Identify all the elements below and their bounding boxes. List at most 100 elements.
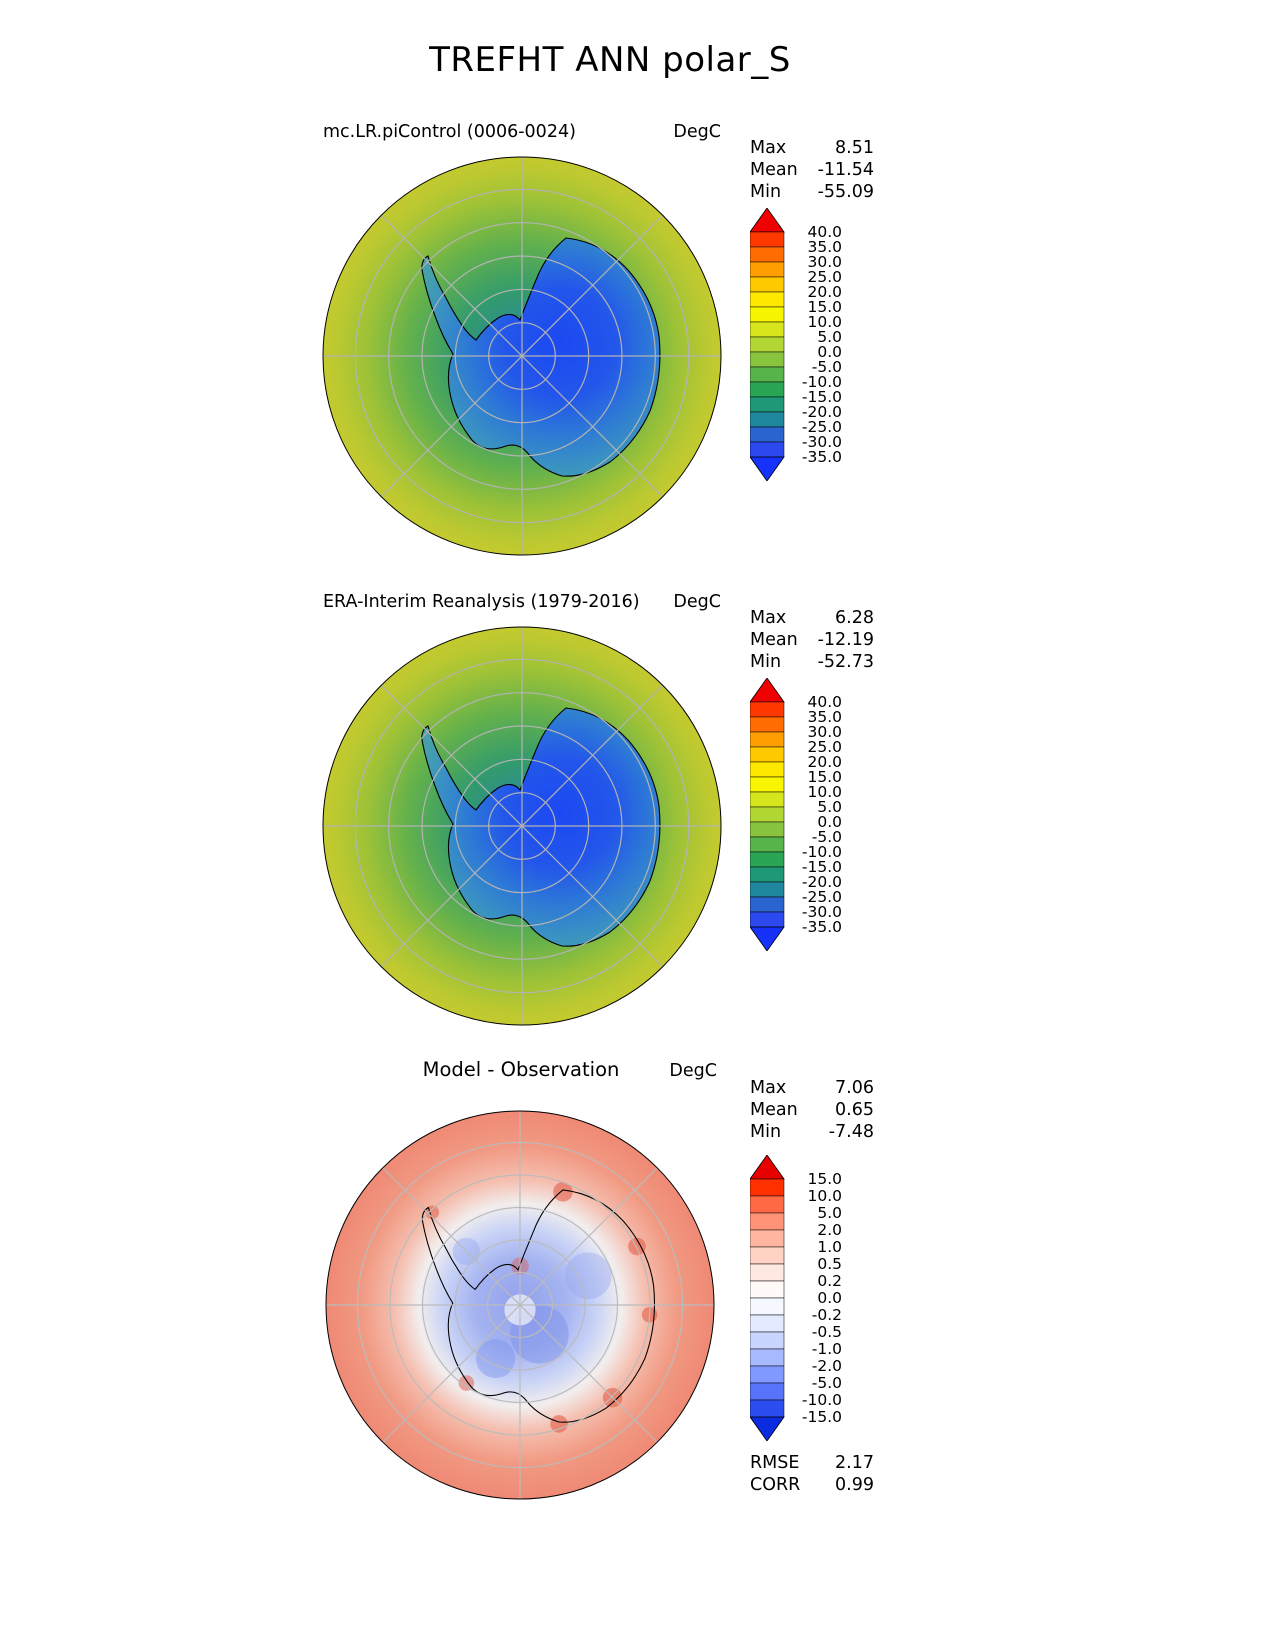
colorbar-tick-label: -15.0 bbox=[802, 858, 842, 876]
stat-value: -52.73 bbox=[817, 652, 874, 672]
colorbar-tick-label: 30.0 bbox=[807, 253, 842, 271]
colorbar-band bbox=[749, 851, 785, 868]
colorbar-band bbox=[749, 731, 785, 748]
stat-row: Max 6.28 bbox=[750, 607, 874, 629]
map-reanalysis-svg bbox=[322, 626, 722, 1026]
colorbar-band bbox=[749, 881, 785, 898]
panel-diff-header: Model - Observation DegC bbox=[325, 1058, 717, 1084]
colorbar-tick-label: -10.0 bbox=[802, 843, 842, 861]
stat-row: Max 8.51 bbox=[750, 137, 874, 159]
colorbar-band bbox=[749, 1229, 785, 1248]
colorbar-tick-label: 0.0 bbox=[817, 343, 842, 361]
colorbar-difference: 15.0 10.0 5.0 2.0 1.0 0.5 0.2 0.0 -0.2 -0.5 -1.0 -2… bbox=[749, 1154, 850, 1445]
colorbar-band bbox=[749, 426, 785, 443]
colorbar-tick-label: 0.2 bbox=[817, 1272, 842, 1290]
colorbar-tick-label: 20.0 bbox=[807, 283, 842, 301]
colorbar-tick-label: 35.0 bbox=[807, 238, 842, 256]
panel-model-header: mc.LR.piControl (0006-0024) DegC bbox=[323, 122, 721, 142]
colorbar-reanalysis: 40.0 35.0 30.0 25.0 20.0 15.0 10.0 5.0 0.0 -5.0 -1… bbox=[749, 677, 850, 955]
colorbar-band bbox=[749, 336, 785, 353]
colorbar-tick-label: 10.0 bbox=[807, 1187, 842, 1205]
colorbar-tick-label: 0.5 bbox=[817, 1255, 842, 1273]
colorbar-svg: 15.010.05.02.01.00.50.20.0-0.2-0.5-1.0-2… bbox=[749, 1154, 842, 1442]
colorbar-tick-label: -0.2 bbox=[812, 1306, 842, 1324]
stat-value: -11.54 bbox=[817, 160, 874, 180]
colorbar-tick-label: 35.0 bbox=[807, 708, 842, 726]
colorbar-band bbox=[749, 761, 785, 778]
colorbar-tick-label: -35.0 bbox=[802, 918, 842, 936]
colorbar-band bbox=[749, 1365, 785, 1384]
colorbar-tick-label: -25.0 bbox=[802, 888, 842, 906]
colorbar-tick-label: -2.0 bbox=[812, 1357, 842, 1375]
stat-row: Min -52.73 bbox=[750, 651, 874, 673]
colorbar-svg: 40.035.030.025.020.015.010.05.00.0-5.0-1… bbox=[749, 207, 842, 482]
colorbar-band bbox=[749, 1399, 785, 1418]
stat-label: RMSE bbox=[750, 1453, 800, 1473]
stat-label: Min bbox=[750, 182, 782, 202]
colorbar-tick-label: -20.0 bbox=[802, 873, 842, 891]
colorbar-band bbox=[749, 836, 785, 853]
map-border bbox=[322, 156, 722, 556]
colorbar-band bbox=[749, 351, 785, 368]
map-border bbox=[325, 1110, 715, 1500]
colorbar-band bbox=[749, 381, 785, 398]
colorbar-tick-label: 2.0 bbox=[817, 1221, 842, 1239]
colorbar-tick-label: -5.0 bbox=[812, 828, 842, 846]
map-model-svg bbox=[322, 156, 722, 556]
colorbar-band bbox=[749, 1382, 785, 1401]
map-difference bbox=[325, 1110, 715, 1504]
colorbar-band bbox=[749, 366, 785, 383]
stat-row: RMSE 2.17 bbox=[750, 1452, 874, 1474]
stat-value: 8.51 bbox=[835, 138, 874, 158]
stat-value: 6.28 bbox=[835, 608, 874, 628]
stat-label: Min bbox=[750, 652, 782, 672]
stat-value: 7.06 bbox=[835, 1078, 874, 1098]
colorbar-tick-label: -35.0 bbox=[802, 448, 842, 466]
colorbar-top-arrow bbox=[749, 207, 785, 233]
colorbar-band bbox=[749, 1314, 785, 1333]
colorbar-tick-label: 30.0 bbox=[807, 723, 842, 741]
colorbar-tick-label: -30.0 bbox=[802, 903, 842, 921]
colorbar-band bbox=[749, 746, 785, 763]
colorbar-band bbox=[749, 1212, 785, 1231]
stat-row: Mean -12.19 bbox=[750, 629, 874, 651]
colorbar-band bbox=[749, 411, 785, 428]
colorbar-bottom-arrow bbox=[749, 926, 785, 952]
colorbar-band bbox=[749, 1263, 785, 1282]
colorbar-band bbox=[749, 1280, 785, 1299]
colorbar-tick-label: 10.0 bbox=[807, 313, 842, 331]
colorbar-band bbox=[749, 701, 785, 718]
stat-value: 2.17 bbox=[835, 1453, 874, 1473]
panel-model-title: mc.LR.piControl (0006-0024) bbox=[323, 122, 576, 142]
colorbar-band bbox=[749, 441, 785, 458]
stat-value: 0.99 bbox=[835, 1475, 874, 1495]
figure-title: TREFHT ANN polar_S bbox=[429, 40, 791, 80]
stat-row: CORR 0.99 bbox=[750, 1474, 874, 1496]
colorbar-tick-label: 15.0 bbox=[807, 1170, 842, 1188]
colorbar-band bbox=[749, 306, 785, 323]
panel-diff-title: Model - Observation bbox=[422, 1058, 620, 1081]
colorbar-band bbox=[749, 806, 785, 823]
colorbar-band bbox=[749, 716, 785, 733]
colorbar-band bbox=[749, 1348, 785, 1367]
stat-label: Mean bbox=[750, 160, 798, 180]
map-border bbox=[322, 626, 722, 1026]
colorbar-band bbox=[749, 321, 785, 338]
graticule bbox=[323, 627, 721, 1025]
stat-row: Mean -11.54 bbox=[750, 159, 874, 181]
colorbar-tick-label: -15.0 bbox=[802, 388, 842, 406]
colorbar-tick-label: 25.0 bbox=[807, 738, 842, 756]
colorbar-band bbox=[749, 396, 785, 413]
panel-diff-units: DegC bbox=[669, 1061, 717, 1081]
colorbar-tick-label: 40.0 bbox=[807, 693, 842, 711]
colorbar-tick-label: -30.0 bbox=[802, 433, 842, 451]
colorbar-tick-label: -20.0 bbox=[802, 403, 842, 421]
colorbar-bottom-arrow bbox=[749, 1416, 785, 1442]
colorbar-top-arrow bbox=[749, 677, 785, 703]
colorbar-tick-label: 40.0 bbox=[807, 223, 842, 241]
colorbar-tick-label: -15.0 bbox=[802, 1408, 842, 1426]
colorbar-tick-label: -10.0 bbox=[802, 1391, 842, 1409]
panel-obs-title: ERA-Interim Reanalysis (1979-2016) bbox=[323, 592, 640, 612]
map-model bbox=[322, 156, 722, 560]
colorbar-tick-label: 10.0 bbox=[807, 783, 842, 801]
